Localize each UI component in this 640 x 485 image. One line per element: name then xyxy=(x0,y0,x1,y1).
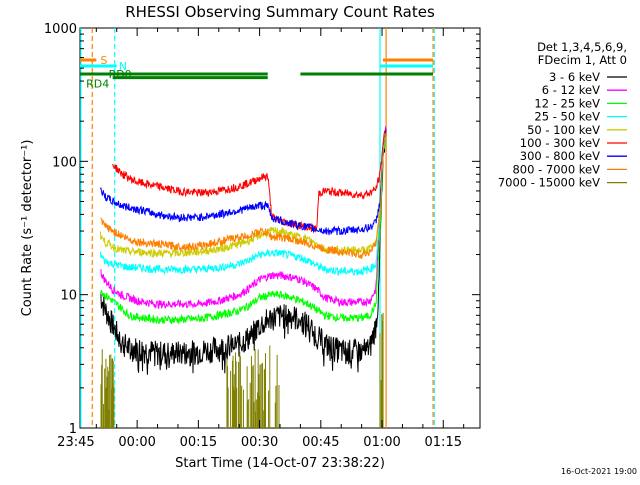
x-tick-label: 00:45 xyxy=(302,435,339,450)
legend: Det 1,3,4,5,6,9,FDecim 1, Att 0 3 - 6 keV… xyxy=(498,40,627,190)
footer-timestamp: 16-Oct-2021 19:00 xyxy=(561,467,637,476)
state-bar-label: RD4 xyxy=(86,78,109,91)
x-axis-label: Start Time (14-Oct-07 23:38:22) xyxy=(175,456,385,471)
legend-label: 6 - 12 keV xyxy=(542,83,600,97)
legend-label: 12 - 25 keV xyxy=(534,96,600,110)
legend-header: FDecim 1, Att 0 xyxy=(538,53,627,67)
state-bar-label: S xyxy=(100,54,107,67)
vertical-markers xyxy=(80,28,435,428)
x-tick-label: 23:45 xyxy=(57,435,94,450)
series-line xyxy=(100,133,387,375)
legend-label: 800 - 7000 keV xyxy=(512,162,600,176)
series-line xyxy=(99,138,387,325)
chart-title: RHESSI Observing Summary Count Rates xyxy=(125,3,435,21)
series-line xyxy=(100,133,387,260)
y-tick-label: 10 xyxy=(60,289,77,304)
legend-header: Det 1,3,4,5,6,9, xyxy=(537,40,627,54)
x-tick-label: 01:00 xyxy=(363,435,400,450)
legend-label: 25 - 50 keV xyxy=(534,110,600,124)
legend-label: 7000 - 15000 keV xyxy=(498,176,600,190)
x-tick-label: 01:15 xyxy=(425,435,462,450)
legend-label: 50 - 100 keV xyxy=(527,123,600,137)
x-tick-label: 00:30 xyxy=(241,435,278,450)
high-energy-noise xyxy=(100,312,384,428)
legend-label: 300 - 800 keV xyxy=(520,149,600,163)
x-axis: 23:45 00:00 00:15 00:30 00:45 01:00 01:15 xyxy=(57,28,465,450)
legend-label: 3 - 6 keV xyxy=(549,70,600,84)
state-bar-label: N xyxy=(119,60,127,73)
x-tick-label: 00:15 xyxy=(180,435,217,450)
y-tick-label: 1000 xyxy=(44,22,77,37)
y-tick-label: 100 xyxy=(52,155,77,170)
series-line xyxy=(112,128,387,232)
y-tick-label: 1 xyxy=(69,422,77,437)
y-axis: 1 10 100 1000 xyxy=(44,22,480,437)
legend-label: 100 - 300 keV xyxy=(520,136,600,150)
y-axis-label: Count Rate (s⁻¹ detector⁻¹) xyxy=(20,140,35,317)
series-line xyxy=(99,129,387,236)
series-group xyxy=(99,125,387,375)
plot-frame xyxy=(79,27,481,429)
series-line xyxy=(100,125,387,310)
x-tick-label: 00:00 xyxy=(118,435,155,450)
series-line xyxy=(99,135,387,277)
